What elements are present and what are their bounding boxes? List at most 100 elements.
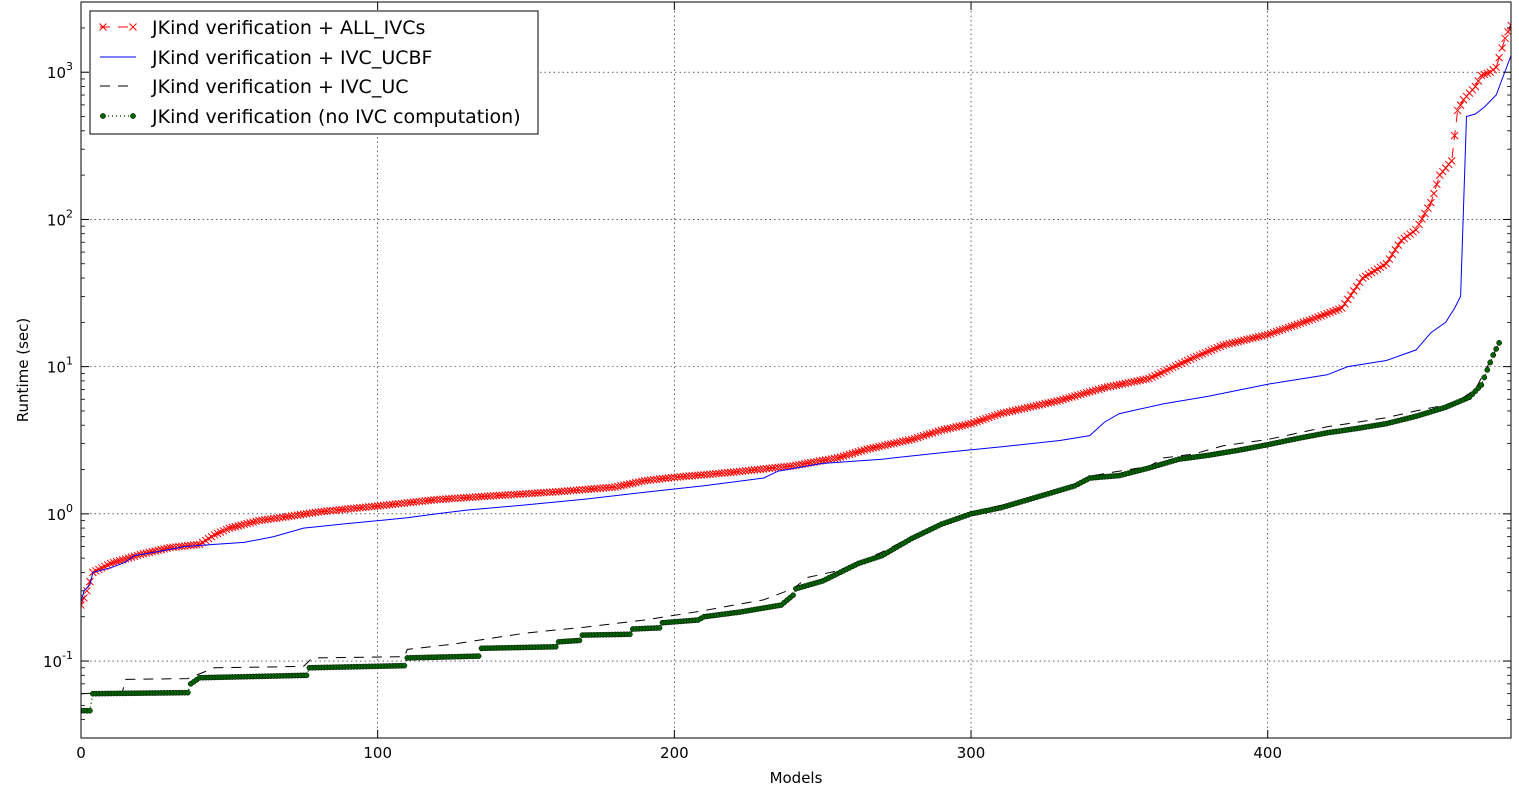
series-point [528, 489, 536, 498]
series-point [907, 435, 916, 444]
series-point [631, 478, 640, 487]
series-point [919, 431, 928, 440]
series-point [112, 557, 121, 566]
series-point [513, 490, 521, 499]
series-point [1394, 241, 1403, 249]
series-point [154, 546, 162, 555]
series-point [552, 643, 559, 650]
series-point [462, 493, 471, 502]
series-point [1056, 396, 1064, 405]
series-point [1498, 44, 1506, 52]
series-point [928, 429, 937, 437]
series-point [943, 425, 952, 433]
series-point [145, 548, 154, 557]
series-point [958, 421, 966, 430]
series-point [623, 480, 631, 489]
series-point [940, 425, 949, 434]
series-point [1094, 385, 1103, 394]
legend-label: JKind verification + IVC_UC [151, 76, 409, 98]
series-point [620, 481, 628, 489]
series-point [534, 489, 542, 497]
series-point [656, 625, 663, 631]
series-point [833, 454, 842, 462]
series-point [1490, 352, 1497, 358]
x-tick-label: 0 [76, 744, 86, 762]
series-point [1142, 375, 1150, 384]
series-point [925, 430, 934, 438]
series-point [1050, 397, 1058, 406]
series-point [881, 441, 889, 450]
series-point [1257, 332, 1266, 340]
series-point [1076, 390, 1085, 399]
series-point [910, 434, 919, 443]
series-point [504, 491, 513, 499]
series-point [830, 454, 839, 463]
series-point [706, 470, 714, 479]
series-point [563, 487, 572, 495]
legend-label: JKind verification (no IVC computation) [151, 106, 521, 128]
series-point [554, 487, 563, 496]
series-point [836, 453, 845, 461]
series-point [581, 485, 590, 494]
series-point [898, 437, 907, 446]
series-point [1032, 401, 1041, 410]
series-point [1044, 399, 1053, 407]
series-point [551, 488, 560, 496]
series-point [86, 577, 94, 586]
series-point [1501, 34, 1509, 43]
series-point [685, 472, 694, 480]
series-point [1222, 340, 1231, 349]
series-point [720, 469, 729, 477]
series-point [952, 423, 961, 431]
series-point [845, 450, 854, 459]
series-point [937, 426, 946, 435]
series-point [1085, 388, 1094, 396]
series-point [590, 484, 599, 493]
series-point [445, 494, 453, 503]
x-tick-label: 400 [1253, 744, 1282, 762]
series-point [946, 424, 955, 433]
series-point [700, 470, 708, 479]
series-point [688, 471, 697, 480]
series-point [1487, 359, 1494, 366]
series-point [723, 468, 732, 477]
series-point [1496, 340, 1502, 346]
series-point [617, 481, 625, 490]
series-point [569, 486, 578, 495]
series-point [184, 689, 191, 696]
series-point [1421, 209, 1429, 218]
series-point [483, 492, 492, 501]
series-point [1240, 336, 1248, 345]
series-point [1041, 399, 1050, 408]
series-point [578, 485, 587, 494]
series-point [593, 484, 602, 493]
series-point [121, 555, 130, 563]
series-point [225, 524, 234, 532]
series-point [1124, 378, 1133, 387]
series-point [1504, 28, 1511, 36]
series-point [884, 440, 892, 449]
series-point [243, 519, 251, 528]
series-point [572, 486, 581, 495]
series-point [1260, 331, 1269, 340]
series-point [501, 491, 510, 499]
series-point [1002, 408, 1011, 417]
legend-box [89, 10, 539, 135]
series-point [477, 492, 486, 501]
series-point [854, 447, 863, 456]
series-point [1079, 389, 1088, 398]
series-point [1243, 335, 1251, 344]
series-point [628, 479, 637, 488]
series-point [486, 492, 495, 500]
series-point [1471, 82, 1480, 91]
series-point [1008, 407, 1017, 415]
series-2 [81, 342, 1500, 695]
series-point [240, 520, 249, 529]
series-point [717, 469, 726, 478]
series-point [1432, 180, 1441, 189]
series-3 [81, 340, 1502, 714]
series-point [81, 601, 85, 609]
series-point [1106, 382, 1115, 391]
x-tick-label: 200 [660, 744, 689, 762]
